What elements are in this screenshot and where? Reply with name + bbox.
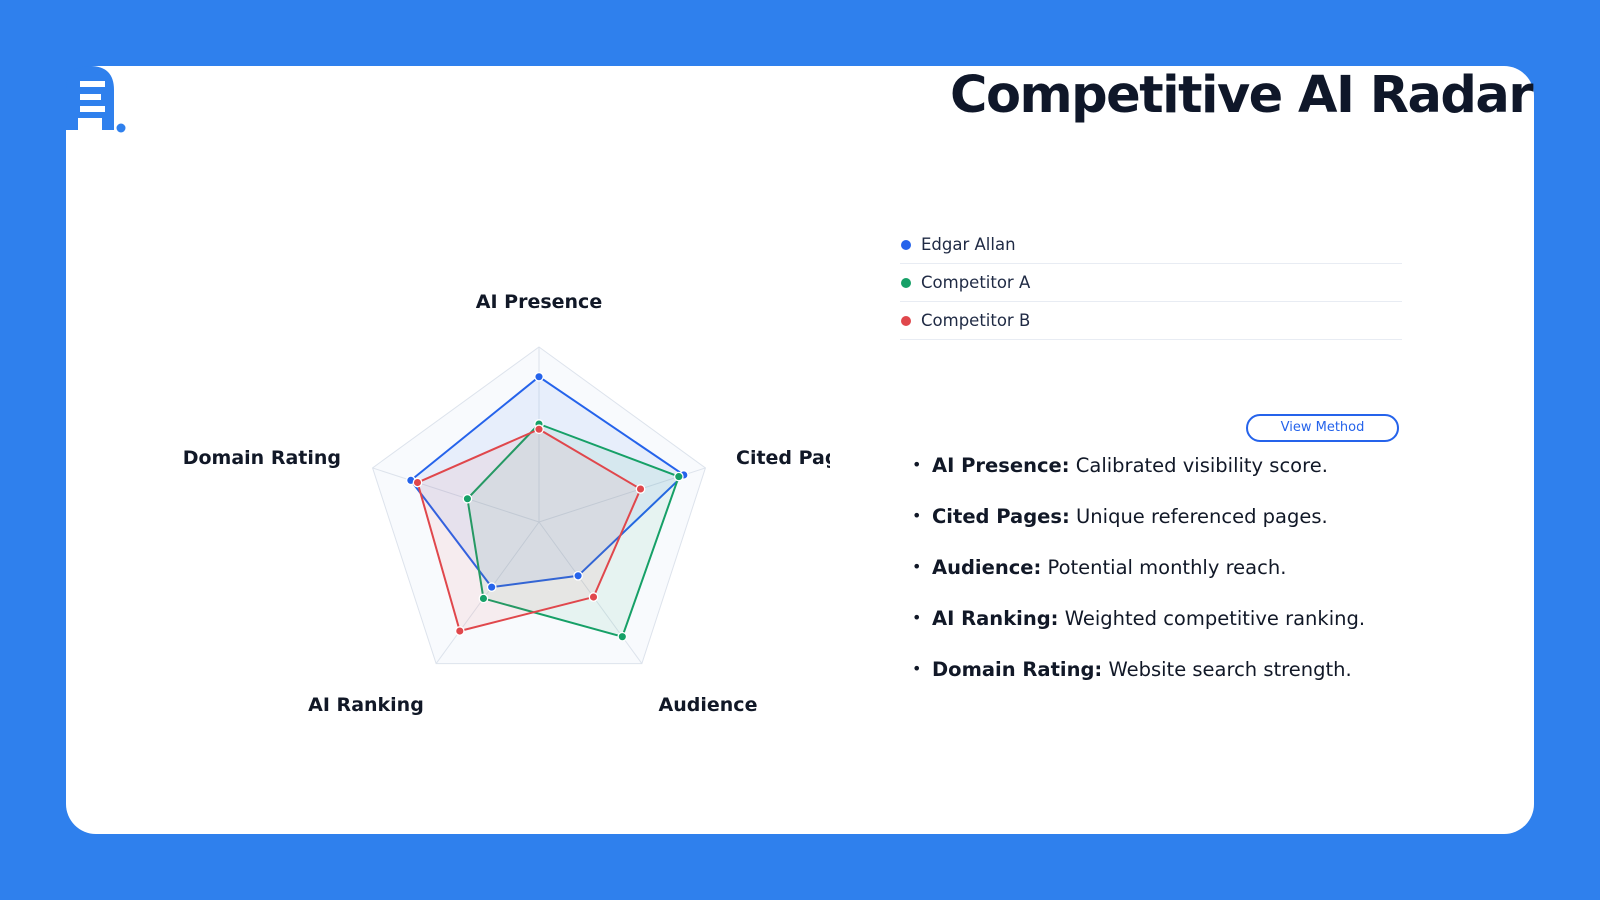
page-title: Competitive AI Radar <box>950 66 1533 125</box>
legend-dot-icon <box>901 239 911 250</box>
definition-text: Website search strength. <box>1108 658 1352 681</box>
radar-data-point <box>412 477 423 488</box>
radar-axis-line <box>372 467 540 523</box>
radar-data-point <box>673 471 684 482</box>
radar-axis-label: AI Ranking <box>308 694 424 716</box>
definition-item: • AI Ranking: Weighted competitive rankin… <box>912 607 1472 658</box>
legend-item: Competitor A <box>900 264 1402 302</box>
radar-chart: AI Presence Cited Pages Audience AI Ranking… <box>183 291 830 716</box>
definition-item: • AI Presence: Calibrated visibility scor… <box>912 454 1472 505</box>
radar-data-point <box>462 493 473 504</box>
legend-dot-icon <box>901 315 911 326</box>
legend-label: Edgar Allan <box>921 235 1016 254</box>
radar-data-point <box>635 484 646 494</box>
definition-term: AI Ranking: <box>932 607 1059 630</box>
definition-item: • Cited Pages: Unique referenced pages. <box>912 505 1472 556</box>
legend-label: Competitor B <box>921 311 1031 330</box>
radar-series-area <box>466 423 680 638</box>
definition-term: Audience: <box>932 556 1042 579</box>
definition-text: Unique referenced pages. <box>1076 505 1328 528</box>
radar-axis-label: AI Presence <box>476 291 602 313</box>
definition-text: Calibrated visibility score. <box>1075 454 1328 477</box>
radar-data-point <box>588 592 599 602</box>
radar-data-point <box>534 424 544 435</box>
legend-item: Edgar Allan <box>900 226 1402 264</box>
definition-item: • Audience: Potential monthly reach. <box>912 556 1472 607</box>
radar-data-point <box>573 570 583 581</box>
chart-legend: Edgar Allan Competitor A Competitor B <box>900 226 1402 340</box>
view-method-button[interactable]: View Method <box>1246 414 1399 442</box>
bullet-icon: • <box>912 455 922 474</box>
legend-item: Competitor B <box>900 302 1402 340</box>
definition-item: • Domain Rating: Website search strength. <box>912 658 1472 709</box>
radar-axis-label: Audience <box>659 694 758 716</box>
legend-dot-icon <box>901 277 911 288</box>
radar-data-point <box>486 582 497 592</box>
radar-data-point <box>534 371 544 382</box>
radar-series-area <box>409 375 685 589</box>
brand-logo-icon <box>66 66 126 133</box>
definition-text: Potential monthly reach. <box>1047 556 1287 579</box>
definition-term: AI Presence: <box>932 454 1070 477</box>
definition-term: Cited Pages: <box>932 505 1070 528</box>
bullet-icon: • <box>912 659 922 678</box>
definition-text: Weighted competitive ranking. <box>1064 607 1366 630</box>
radar-axis-line <box>435 521 540 664</box>
radar-axis-label: Domain Rating <box>183 447 341 469</box>
radar-data-point <box>617 631 628 642</box>
bullet-icon: • <box>912 506 922 525</box>
radar-data-point <box>478 593 489 604</box>
bullet-icon: • <box>912 557 922 576</box>
legend-label: Competitor A <box>921 273 1031 292</box>
radar-data-point <box>454 626 465 636</box>
definition-term: Domain Rating: <box>932 658 1103 681</box>
radar-axis-label: Cited Pages <box>736 447 830 469</box>
radar-series-area <box>416 428 642 633</box>
slide-card <box>66 66 1534 834</box>
metric-definitions: • AI Presence: Calibrated visibility scor… <box>912 454 1472 709</box>
bullet-icon: • <box>912 608 922 627</box>
